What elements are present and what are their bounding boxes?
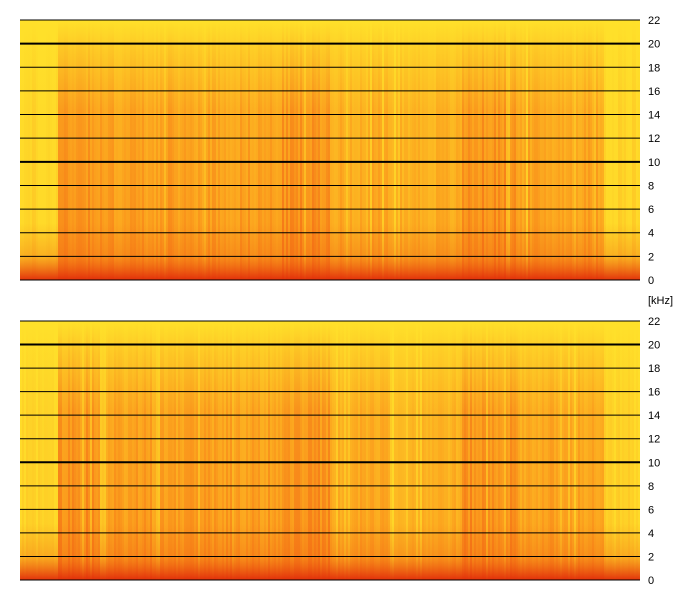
y-tick-label: 22 — [648, 316, 660, 328]
spectrogram-lowfreq-band — [20, 222, 640, 280]
y-tick-label: 2 — [648, 251, 654, 263]
spectrogram-panel-bottom: 0 2 4 6 8 10 12 14 16 18 20 22 — [20, 316, 660, 587]
y-tick-label: 20 — [648, 39, 660, 51]
frequency-gridlines — [20, 19, 640, 281]
y-tick-label: 8 — [648, 180, 654, 192]
y-tick-label: 0 — [648, 275, 654, 287]
y-tick-label: 18 — [648, 363, 660, 375]
y-tick-label: 0 — [648, 575, 654, 587]
y-tick-label: 16 — [648, 86, 660, 98]
y-tick-label: 10 — [648, 157, 660, 169]
y-tick-label: 12 — [648, 133, 660, 145]
spectrogram-lowfreq-band — [20, 523, 640, 580]
frequency-tick-labels: 0 2 4 6 8 10 12 14 16 18 20 22 — [648, 316, 660, 587]
y-tick-label: 12 — [648, 434, 660, 446]
frequency-tick-labels: 0 2 4 6 8 10 12 14 16 18 20 22 — [648, 15, 660, 287]
frequency-unit-label: [kHz] — [648, 295, 673, 307]
y-tick-label: 6 — [648, 204, 654, 216]
y-tick-label: 6 — [648, 504, 654, 516]
y-tick-label: 8 — [648, 481, 654, 493]
spectrogram-heatmap — [20, 321, 640, 580]
y-tick-label: 16 — [648, 387, 660, 399]
frequency-gridlines — [20, 320, 640, 581]
y-tick-label: 10 — [648, 457, 660, 469]
y-tick-label: 20 — [648, 340, 660, 352]
spectrogram-heatmap — [20, 20, 640, 280]
y-tick-label: 22 — [648, 15, 660, 27]
y-tick-label: 18 — [648, 62, 660, 74]
y-tick-label: 4 — [648, 228, 654, 240]
y-tick-label: 2 — [648, 551, 654, 563]
y-tick-label: 14 — [648, 410, 660, 422]
y-tick-label: 4 — [648, 528, 654, 540]
spectrogram-panel-top: 0 2 4 6 8 10 12 14 16 18 20 22 — [20, 15, 660, 287]
y-tick-label: 14 — [648, 110, 660, 122]
